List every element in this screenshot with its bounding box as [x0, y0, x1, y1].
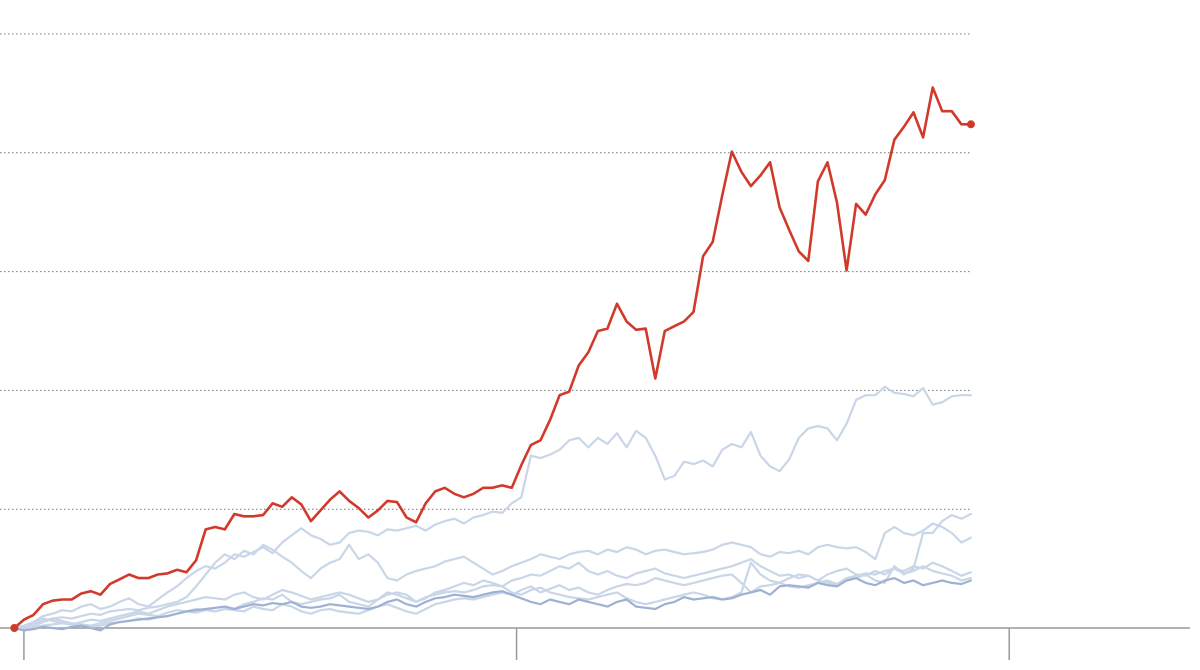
series-line	[13, 577, 972, 632]
series-line	[13, 558, 972, 632]
end-dot	[10, 624, 19, 632]
series-line	[13, 86, 973, 630]
series-line	[13, 512, 972, 630]
series-line	[13, 522, 972, 630]
end-dot	[966, 120, 975, 129]
series-line	[13, 385, 972, 630]
